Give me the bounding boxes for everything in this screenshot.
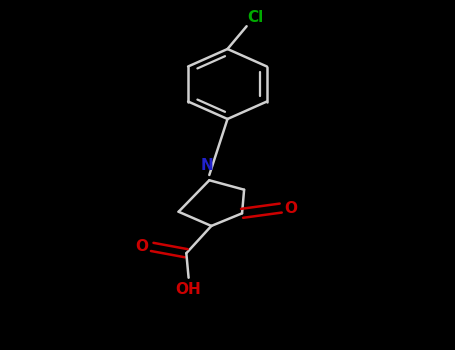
Text: O: O [284,201,298,216]
Text: Cl: Cl [248,9,264,25]
Text: N: N [201,158,213,173]
Text: OH: OH [176,282,202,297]
Text: O: O [136,239,148,254]
